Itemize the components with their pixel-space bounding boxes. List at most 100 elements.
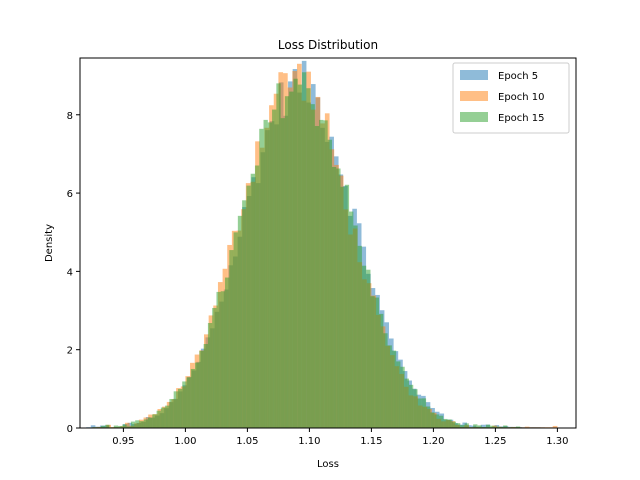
histogram-bar: [447, 419, 452, 428]
histogram-bar: [552, 425, 558, 428]
histogram-bar: [413, 389, 418, 428]
histogram-bar: [426, 406, 431, 428]
histogram-bar: [353, 225, 358, 428]
histogram-bar: [130, 421, 136, 428]
histogram-bar: [494, 426, 499, 428]
histogram-bar: [126, 426, 131, 428]
y-axis-ticks: 0 2 4 6 8: [67, 111, 80, 435]
x-tick-label: 1.20: [422, 436, 444, 447]
histogram-bar: [250, 173, 255, 428]
histogram-bar: [246, 185, 251, 428]
y-tick-label: 6: [67, 189, 73, 200]
legend-swatch: [460, 70, 488, 80]
histogram-bar: [182, 381, 187, 428]
y-tick-label: 4: [67, 267, 73, 278]
histogram-bar: [169, 398, 174, 428]
histogram-bar: [357, 245, 362, 428]
histogram-bar: [340, 186, 345, 428]
histogram-bar: [139, 421, 144, 428]
legend-swatch: [460, 91, 488, 101]
histogram-bar: [165, 405, 170, 428]
x-axis-label: Loss: [317, 459, 339, 470]
histogram-bar: [379, 313, 384, 428]
histogram-bar: [152, 414, 157, 428]
legend: Epoch 5 Epoch 10 Epoch 15: [452, 62, 570, 134]
histogram-bar: [434, 414, 439, 428]
histogram-bar: [417, 398, 422, 428]
histogram-bar: [404, 378, 409, 428]
x-tick-label: 0.95: [112, 436, 134, 447]
histogram-bar: [408, 384, 414, 428]
histogram-bar: [485, 424, 491, 428]
histogram-bar: [302, 72, 307, 428]
histogram-bar: [349, 211, 354, 428]
histogram-bar: [229, 250, 234, 428]
histogram-bar: [212, 307, 217, 428]
chart-title: Loss Distribution: [278, 38, 378, 52]
histogram-bar: [263, 119, 268, 428]
histogram-bar: [220, 291, 226, 428]
histogram-bar: [160, 407, 166, 428]
histogram-bar: [327, 139, 332, 429]
histogram-bar: [276, 83, 281, 429]
histogram-bar: [216, 291, 221, 428]
histogram-bar: [293, 78, 298, 428]
legend-swatch: [460, 112, 488, 122]
axes-frame: [79, 57, 577, 429]
histogram-bar: [289, 91, 294, 428]
histogram-bar: [331, 166, 337, 428]
histogram-bar: [400, 366, 405, 428]
histogram-bar: [467, 425, 472, 428]
histogram-bar: [323, 120, 328, 429]
legend-label: Epoch 5: [498, 71, 538, 82]
histogram-bar: [370, 296, 375, 428]
histogram-bar: [383, 333, 388, 428]
histogram-bar: [503, 425, 508, 428]
histogram-bar: [498, 426, 504, 428]
legend-label: Epoch 10: [498, 92, 545, 103]
histogram-bar: [173, 391, 178, 428]
histogram-bar: [366, 269, 371, 428]
histogram-bar: [443, 418, 448, 428]
histogram-bar: [396, 361, 401, 428]
plot-area: 0.95 1.00 1.05 1.10 1.15 1.20 1.25 1.30 0 2 4 6 8: [67, 57, 577, 447]
y-tick-label: 2: [67, 346, 73, 357]
histogram-bar: [100, 425, 106, 428]
histogram-bar: [148, 417, 153, 428]
histogram-bar: [319, 119, 324, 428]
histogram-bars: [86, 60, 558, 429]
histogram-bar: [297, 84, 303, 428]
histogram-bar: [272, 109, 277, 428]
histogram-bar: [344, 184, 350, 428]
histogram-bar: [438, 415, 444, 428]
histogram-bar: [190, 368, 196, 428]
y-tick-label: 0: [67, 424, 73, 435]
histogram-bar: [90, 425, 96, 428]
histogram-bar: [177, 388, 183, 428]
histogram-bar: [143, 419, 149, 428]
x-tick-label: 1.00: [174, 436, 196, 447]
histogram-bar: [464, 423, 469, 428]
histogram-bar: [127, 422, 133, 428]
histogram-bar: [280, 118, 285, 428]
histogram-bar: [314, 126, 320, 429]
x-tick-label: 1.15: [360, 436, 382, 447]
histogram-bar: [233, 232, 238, 428]
y-axis-label: Density: [44, 224, 55, 262]
histogram-bar: [306, 88, 311, 428]
histogram-bar: [186, 377, 191, 428]
histogram-bar: [480, 424, 486, 428]
histogram-bar: [105, 424, 110, 428]
histogram-bar: [524, 426, 530, 428]
histogram-bar: [460, 425, 465, 428]
histogram-bar: [199, 350, 204, 428]
histogram-bar: [254, 165, 260, 428]
histogram-bar: [336, 168, 341, 428]
histogram-bar: [225, 277, 230, 428]
histogram-bar: [473, 424, 478, 428]
histogram-bar: [237, 215, 243, 428]
histogram-bar: [481, 426, 486, 428]
histogram-bar: [421, 398, 427, 428]
legend-label: Epoch 15: [498, 113, 545, 124]
